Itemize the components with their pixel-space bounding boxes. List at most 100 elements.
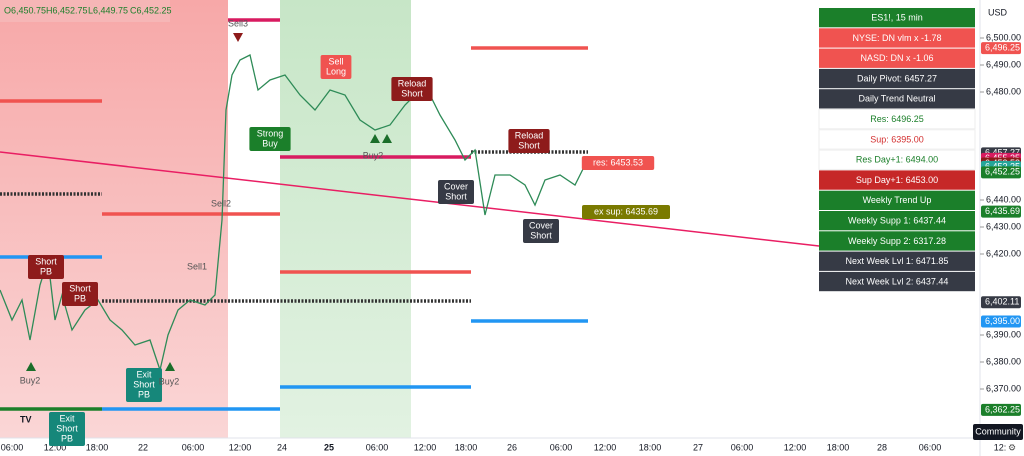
chart-label: Short: [401, 88, 423, 98]
time-label: 25: [324, 442, 334, 452]
chart-label: PB: [74, 293, 86, 303]
price-badge-label: 6,395.00: [985, 316, 1020, 326]
price-badge-label: 6,402.11: [985, 297, 1019, 307]
time-label: 12:00: [594, 442, 617, 452]
chart-label: Short: [35, 256, 57, 266]
info-text: Next Week Lvl 2: 6437.44: [846, 276, 949, 286]
info-text: NASD: DN x -1.06: [860, 53, 933, 63]
info-row: [819, 89, 975, 109]
info-text: Sup Day+1: 6453.00: [856, 175, 938, 185]
time-label: 18:00: [455, 442, 478, 452]
price-path: [0, 54, 586, 373]
time-label: 18:00: [86, 442, 109, 452]
chart-label: res: 6453.53: [593, 157, 643, 167]
price-tick-label: 6,500.00: [986, 32, 1021, 42]
price-badge: [981, 166, 1021, 179]
time-label: 06:00: [182, 442, 205, 452]
price-badge: [981, 403, 1021, 416]
chart-label-box: [249, 127, 291, 151]
chart-label: PB: [61, 433, 73, 443]
chart-label: Long: [326, 66, 346, 76]
info-text: Sup: 6395.00: [870, 134, 924, 144]
ohlc-value: O6,450.75: [4, 5, 46, 15]
price-badge-label: 6,496.25: [985, 43, 1020, 53]
info-row: [819, 211, 975, 231]
info-text: ES1!, 15 min: [871, 13, 923, 23]
chart-label-box: [49, 412, 85, 446]
chart-label-box: [62, 282, 98, 306]
info-row: [818, 149, 976, 170]
chart-label: Buy2: [20, 375, 41, 385]
chart-label-box: [28, 255, 64, 279]
levels: [0, 18, 588, 411]
price-tick-label: 6,480.00: [986, 86, 1021, 96]
chart-label: Reload: [398, 78, 427, 88]
chart-label: Buy2: [363, 150, 384, 160]
community-button[interactable]: [973, 424, 1023, 440]
ohlc-box: [0, 0, 170, 22]
price-badge-label: 6,452.25: [985, 161, 1020, 171]
trend-line: [0, 151, 820, 247]
price-badge-label: 6,452.25: [985, 167, 1020, 177]
chart-label: PB: [138, 389, 150, 399]
time-label: 18:00: [639, 442, 662, 452]
chart-label: Cover: [444, 181, 468, 191]
chart-label-box: [508, 129, 550, 153]
signal-arrow: [165, 362, 175, 371]
info-text: Daily Trend Neutral: [858, 94, 935, 104]
time-label: 12:00: [414, 442, 437, 452]
info-row: [819, 271, 975, 292]
price-tick-label: 6,420.00: [986, 248, 1021, 258]
settings-icon[interactable]: ⚙: [1008, 442, 1016, 452]
chart-label: Strong: [257, 128, 284, 138]
info-row: [819, 68, 975, 89]
time-label: 12:00: [44, 442, 67, 452]
price-badge: [981, 315, 1021, 328]
price-badge-label: 6,435.69: [985, 206, 1020, 216]
price-badge: [981, 205, 1021, 218]
logo: TV: [20, 414, 32, 424]
time-label: 28: [877, 442, 887, 452]
chart-label: PB: [40, 266, 52, 276]
chart-label-box: [320, 55, 352, 79]
info-text: Daily Pivot: 6457.27: [857, 73, 937, 83]
chart-label-box: [523, 219, 559, 243]
signal-arrow: [382, 134, 392, 143]
info-text: Weekly Trend Up: [863, 195, 932, 205]
currency: USD: [988, 7, 1008, 17]
price-tick-label: 6,370.00: [986, 383, 1021, 393]
info-row: [819, 48, 975, 68]
time-label: 18:00: [827, 442, 850, 452]
info-row: [819, 251, 975, 271]
chart-label: Buy2: [159, 376, 180, 386]
price-badge-label: 6,457.27: [985, 148, 1020, 158]
ohlc-value: L6,449.75: [88, 5, 128, 15]
chart-label: Cover: [529, 220, 553, 230]
time-label: 06:00: [550, 442, 573, 452]
chart-label: Sell1: [187, 261, 207, 271]
price-tick-label: 6,390.00: [986, 329, 1021, 339]
ohlc-value: C6,452.25: [130, 5, 172, 15]
community-label[interactable]: Community: [975, 426, 1021, 436]
chart-label: Short: [69, 283, 91, 293]
info-row: [819, 28, 975, 48]
chart-label: Short: [530, 230, 552, 240]
price-tick-label: 6,490.00: [986, 59, 1021, 69]
info-row: [819, 190, 975, 210]
time-label: 06:00: [919, 442, 942, 452]
info-row: [819, 231, 975, 251]
chart-label: Sell: [328, 56, 343, 66]
signal-arrow: [233, 33, 243, 42]
time-label: 12:00: [229, 442, 252, 452]
chart-label: Sell3: [228, 18, 248, 28]
price-tick-label: 6,380.00: [986, 356, 1021, 366]
signal-arrow: [26, 362, 36, 371]
info-row: [819, 8, 975, 28]
info-row: [818, 109, 976, 130]
ohlc-value: H6,452.75: [46, 5, 88, 15]
time-label: 12:00: [784, 442, 807, 452]
info-text: Next Week Lvl 1: 6471.85: [846, 256, 949, 266]
info-text: Weekly Supp 2: 6317.28: [848, 236, 946, 246]
chart-label: Exit: [136, 369, 152, 379]
price-tick-label: 6,440.00: [986, 194, 1021, 204]
